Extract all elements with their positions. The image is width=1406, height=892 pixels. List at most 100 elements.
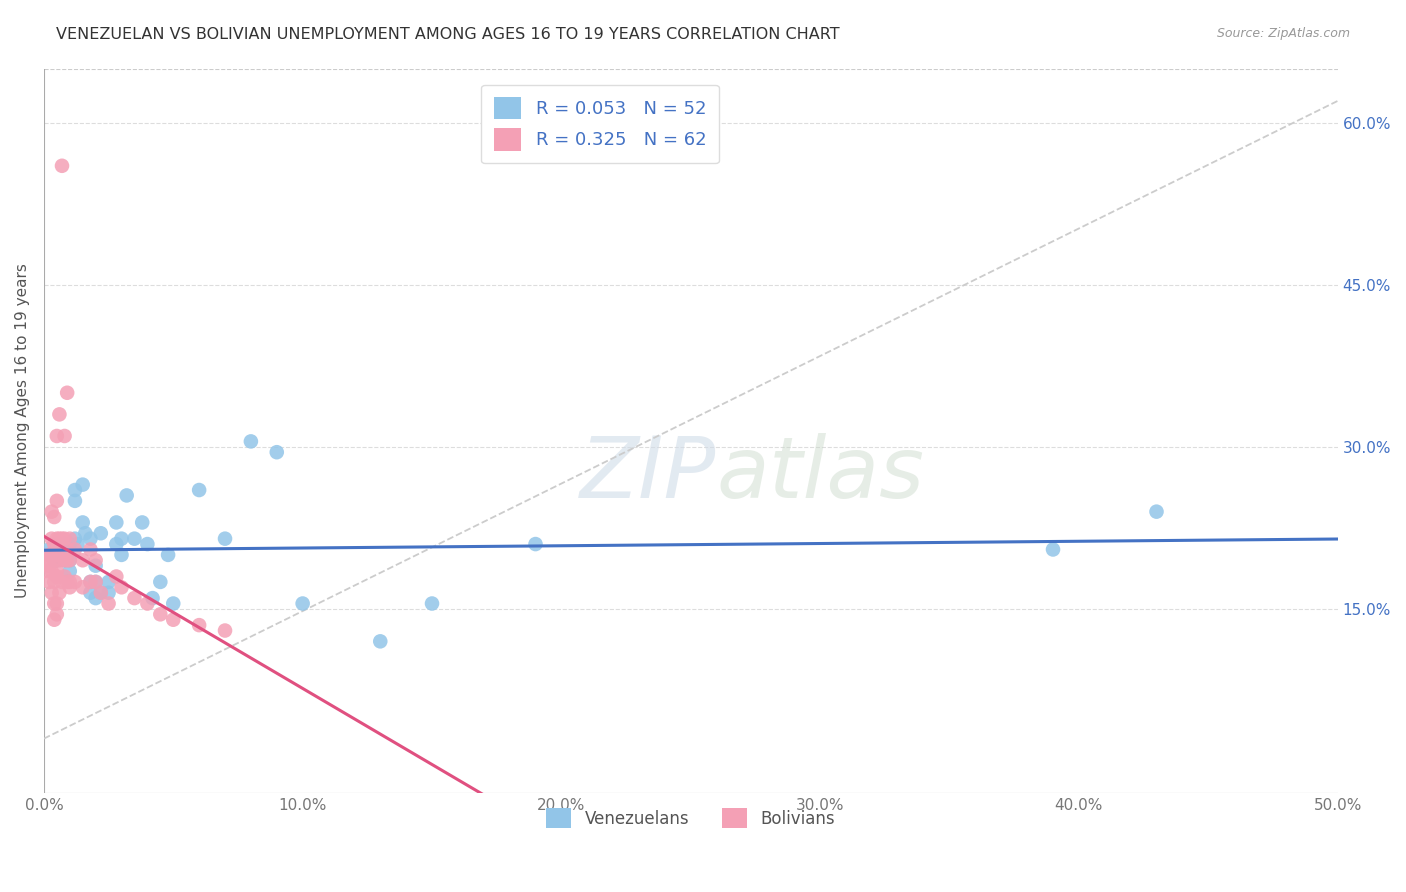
Point: [110, 532, 132, 546]
Text: atlas: atlas: [717, 433, 925, 516]
Point: [44, 553, 66, 567]
Point: [48, 408, 70, 422]
Point: [124, 532, 146, 546]
Point: [214, 624, 236, 638]
Point: [90, 585, 112, 599]
Point: [131, 516, 153, 530]
Point: [291, 597, 314, 611]
Point: [45, 537, 67, 551]
Point: [162, 613, 184, 627]
Point: [84, 591, 107, 606]
Point: [41, 548, 63, 562]
Point: [162, 597, 184, 611]
Point: [51, 542, 73, 557]
Point: [45, 493, 67, 508]
Point: [97, 597, 120, 611]
Point: [90, 526, 112, 541]
Point: [63, 532, 86, 546]
Point: [157, 548, 180, 562]
Point: [44, 553, 66, 567]
Point: [53, 532, 76, 546]
Point: [45, 532, 67, 546]
Point: [84, 574, 107, 589]
Point: [56, 548, 79, 562]
Point: [38, 548, 60, 562]
Point: [79, 542, 101, 557]
Point: [266, 445, 288, 459]
Point: [149, 607, 172, 622]
Point: [214, 532, 236, 546]
Point: [48, 548, 70, 562]
Point: [63, 542, 86, 557]
Point: [48, 553, 70, 567]
Point: [59, 532, 82, 546]
Point: [63, 483, 86, 497]
Point: [56, 553, 79, 567]
Point: [45, 553, 67, 567]
Point: [368, 634, 391, 648]
Point: [44, 613, 66, 627]
Point: [59, 574, 82, 589]
Legend: Venezuelans, Bolivians: Venezuelans, Bolivians: [540, 801, 842, 835]
Point: [41, 532, 63, 546]
Point: [35, 564, 58, 578]
Point: [38, 574, 60, 589]
Point: [56, 385, 79, 400]
Point: [105, 569, 128, 583]
Point: [136, 537, 159, 551]
Point: [1146, 505, 1168, 519]
Point: [38, 558, 60, 573]
Point: [35, 553, 58, 567]
Point: [59, 537, 82, 551]
Text: VENEZUELAN VS BOLIVIAN UNEMPLOYMENT AMONG AGES 16 TO 19 YEARS CORRELATION CHART: VENEZUELAN VS BOLIVIAN UNEMPLOYMENT AMON…: [56, 27, 839, 42]
Point: [44, 510, 66, 524]
Point: [66, 537, 89, 551]
Point: [53, 553, 76, 567]
Point: [44, 574, 66, 589]
Point: [188, 618, 211, 632]
Point: [48, 532, 70, 546]
Point: [136, 597, 159, 611]
Point: [79, 585, 101, 599]
Point: [524, 537, 547, 551]
Point: [72, 516, 94, 530]
Point: [51, 574, 73, 589]
Point: [45, 564, 67, 578]
Point: [44, 537, 66, 551]
Point: [72, 553, 94, 567]
Point: [142, 591, 165, 606]
Point: [41, 564, 63, 578]
Point: [105, 537, 128, 551]
Point: [239, 434, 262, 449]
Y-axis label: Unemployment Among Ages 16 to 19 years: Unemployment Among Ages 16 to 19 years: [15, 263, 30, 598]
Point: [110, 580, 132, 594]
Text: ZIP: ZIP: [581, 433, 717, 516]
Point: [51, 159, 73, 173]
Point: [45, 597, 67, 611]
Point: [63, 574, 86, 589]
Point: [56, 574, 79, 589]
Point: [59, 580, 82, 594]
Point: [79, 574, 101, 589]
Point: [51, 532, 73, 546]
Point: [53, 553, 76, 567]
Point: [45, 542, 67, 557]
Point: [41, 548, 63, 562]
Point: [84, 553, 107, 567]
Point: [59, 553, 82, 567]
Point: [90, 585, 112, 599]
Point: [84, 574, 107, 589]
Point: [53, 569, 76, 583]
Point: [97, 574, 120, 589]
Point: [44, 597, 66, 611]
Point: [59, 564, 82, 578]
Point: [149, 574, 172, 589]
Point: [41, 585, 63, 599]
Point: [48, 585, 70, 599]
Point: [45, 429, 67, 443]
Point: [124, 591, 146, 606]
Point: [79, 532, 101, 546]
Text: Source: ZipAtlas.com: Source: ZipAtlas.com: [1216, 27, 1350, 40]
Point: [188, 483, 211, 497]
Point: [45, 569, 67, 583]
